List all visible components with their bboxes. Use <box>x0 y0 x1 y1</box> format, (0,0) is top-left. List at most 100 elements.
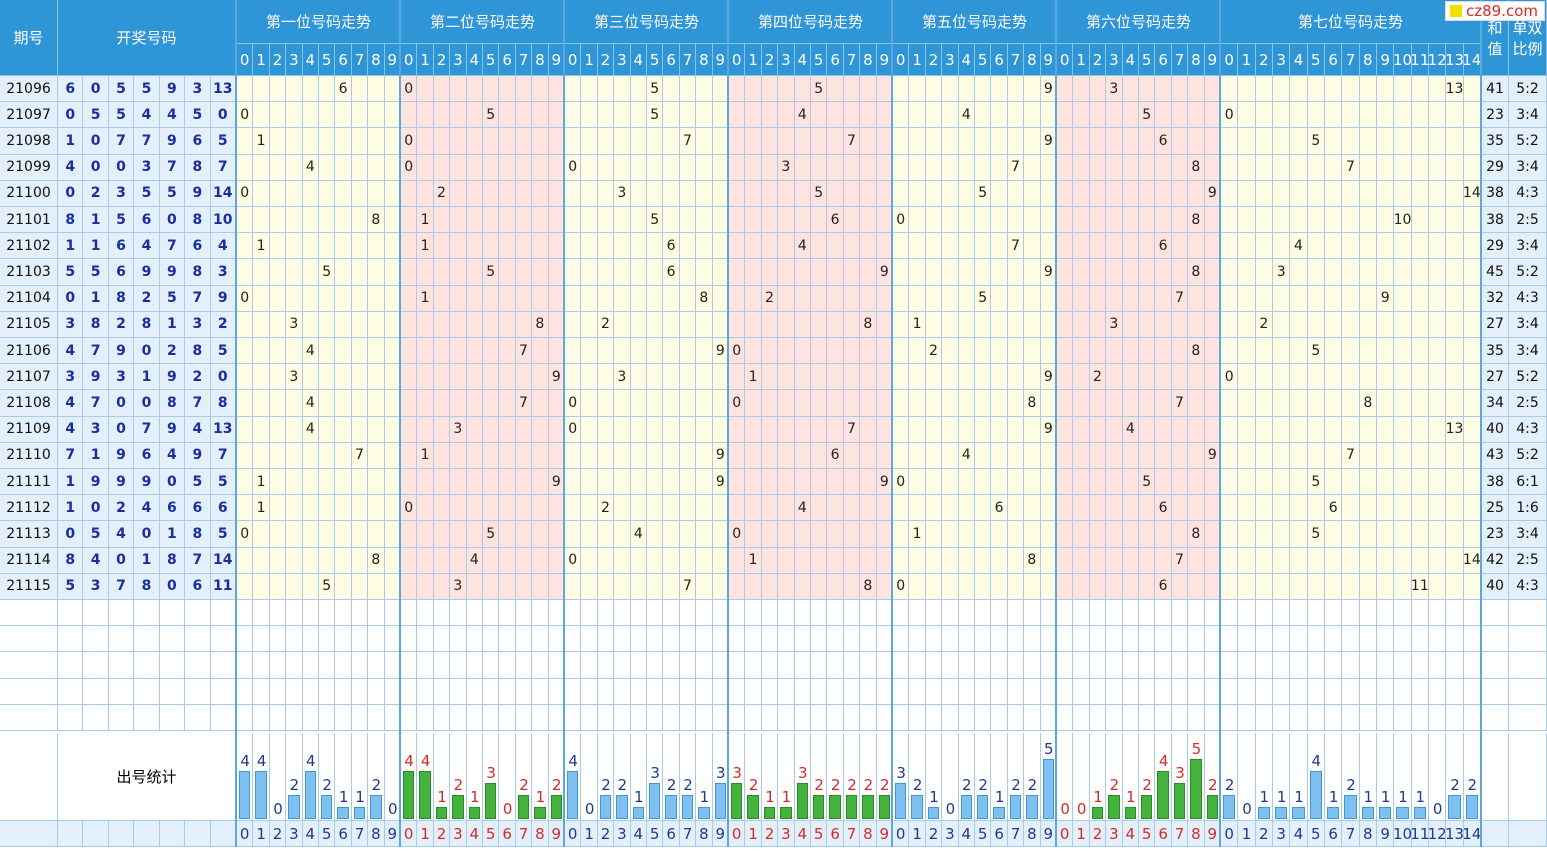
trend-cell <box>1394 76 1412 103</box>
winning-number: 6 <box>134 207 160 234</box>
winning-number: 3 <box>83 416 109 443</box>
trend-cell <box>925 495 943 522</box>
trend-cell <box>942 102 959 129</box>
empty-cell <box>1411 652 1429 679</box>
footer-digit: 1 <box>253 821 270 847</box>
footer-digit: 8 <box>696 821 713 847</box>
trend-cell <box>1024 442 1041 469</box>
stat-count: 0 <box>388 800 398 818</box>
trend-cell <box>1463 154 1481 181</box>
trend-cell <box>597 76 615 103</box>
sum-value: 27 <box>1482 364 1509 391</box>
empty-cell <box>108 652 135 679</box>
trend-cell <box>696 521 713 548</box>
trend-cell <box>1024 207 1041 234</box>
trend-cell <box>597 442 615 469</box>
stat-count: 2 <box>1109 776 1120 794</box>
odd-even-ratio: 4:3 <box>1509 180 1547 207</box>
trend-cell <box>1359 128 1377 155</box>
trend-cell <box>1007 521 1025 548</box>
trend-cell <box>843 285 861 312</box>
empty-cell <box>1171 600 1189 627</box>
trend-cell <box>1446 102 1464 129</box>
header-digit: 1 <box>745 44 762 76</box>
stats-cell <box>630 733 647 821</box>
trend-cell <box>679 495 697 522</box>
sum-value: 23 <box>1482 521 1509 548</box>
stat-bar <box>616 795 628 819</box>
empty-cell <box>499 704 516 731</box>
trend-cell <box>1273 76 1291 103</box>
trend-cell <box>794 364 811 391</box>
trend-cell <box>1238 469 1256 496</box>
winning-number: 0 <box>159 469 186 496</box>
odd-even-ratio: 5:2 <box>1509 128 1547 155</box>
winning-number: 0 <box>108 154 135 181</box>
trend-cell <box>466 233 483 260</box>
trend-cell <box>925 76 943 103</box>
trend-cell <box>1290 442 1308 469</box>
trend-hit: 6 <box>1155 573 1172 600</box>
trend-cell <box>351 495 369 522</box>
trend-cell <box>1411 311 1429 338</box>
trend-cell <box>991 364 1008 391</box>
trend-cell <box>1089 416 1107 443</box>
winning-number: 0 <box>58 180 84 207</box>
trend-cell <box>581 547 598 574</box>
issue-number: 21096 <box>0 76 58 103</box>
trend-cell <box>466 338 483 365</box>
trend-cell <box>991 469 1008 496</box>
empty-cell <box>614 678 631 705</box>
winning-number: 0 <box>134 521 160 548</box>
trend-cell <box>1221 259 1239 286</box>
empty-cell <box>466 704 483 731</box>
empty-cell <box>1122 678 1139 705</box>
trend-cell <box>893 390 910 417</box>
winning-number: 8 <box>210 390 236 417</box>
odd-even-ratio: 5:2 <box>1509 259 1547 286</box>
trend-cell <box>745 573 762 600</box>
stat-count: 2 <box>863 776 874 794</box>
trend-cell <box>368 154 385 181</box>
header-digit: 5 <box>483 44 500 76</box>
empty-cell <box>1463 600 1481 627</box>
trend-cell <box>466 154 483 181</box>
empty-cell <box>630 704 647 731</box>
trend-cell <box>450 154 467 181</box>
trend-cell <box>269 442 287 469</box>
empty-cell <box>1377 652 1395 679</box>
odd-even-ratio: 3:4 <box>1509 338 1547 365</box>
trend-cell <box>1089 338 1107 365</box>
trend-cell <box>827 469 844 496</box>
winning-number: 9 <box>134 469 160 496</box>
trend-cell <box>1057 469 1074 496</box>
header-digit: 3 <box>450 44 467 76</box>
trend-cell <box>1106 128 1123 155</box>
trend-cell <box>1089 311 1107 338</box>
trend-cell <box>925 128 943 155</box>
trend-cell <box>1394 495 1412 522</box>
trend-cell <box>1073 469 1090 496</box>
trend-cell <box>1411 547 1429 574</box>
trend-hit: 4 <box>958 102 975 129</box>
trend-cell <box>696 416 713 443</box>
trend-cell <box>335 311 352 338</box>
trend-cell <box>1057 259 1074 286</box>
trend-cell <box>1221 207 1239 234</box>
trend-hit: 1 <box>253 469 270 496</box>
empty-cell <box>1171 704 1189 731</box>
stat-bar <box>452 795 464 819</box>
footer-digit: 8 <box>860 821 877 847</box>
empty-cell <box>1342 678 1360 705</box>
trend-hit: 8 <box>532 311 549 338</box>
winning-number: 13 <box>210 76 236 103</box>
trend-cell <box>1411 180 1429 207</box>
empty-cell <box>696 626 713 653</box>
empty-cell <box>302 704 319 731</box>
winning-number: 7 <box>185 285 211 312</box>
trend-cell <box>433 495 451 522</box>
trend-hit: 1 <box>745 547 762 574</box>
trend-cell <box>1122 76 1139 103</box>
stat-bar <box>977 795 989 819</box>
site-logo[interactable]: cz89.com <box>1445 1 1545 21</box>
